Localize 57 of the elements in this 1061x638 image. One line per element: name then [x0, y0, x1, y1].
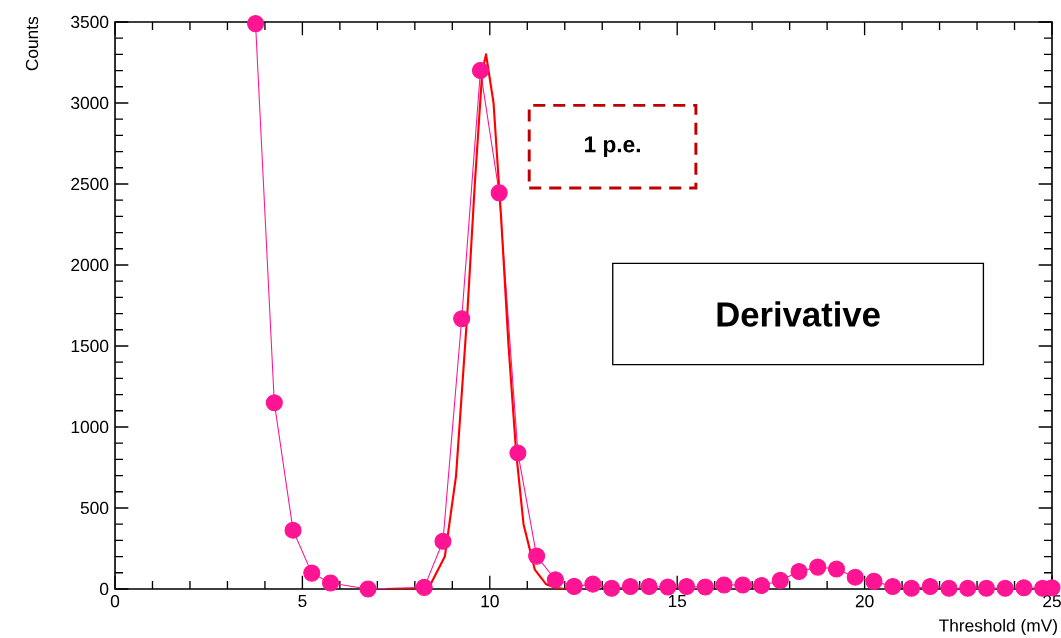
point [696, 578, 714, 596]
point [265, 394, 283, 412]
point [415, 578, 433, 596]
y-tick-label: 500 [80, 501, 109, 515]
point [546, 571, 564, 589]
point [453, 310, 471, 328]
x-axis-title: Threshold (mV) [939, 618, 1057, 636]
x-tick-label: 15 [668, 595, 687, 608]
y-tick-label: 3500 [71, 15, 109, 29]
point [621, 578, 639, 596]
y-tick-label: 3000 [71, 96, 109, 110]
point [734, 576, 752, 594]
annotation: Derivative [717, 301, 880, 327]
point [678, 578, 696, 596]
point [809, 558, 827, 576]
y-axis-title: Counts [25, 16, 39, 71]
point [471, 62, 489, 80]
point [434, 532, 452, 550]
point [284, 521, 302, 539]
point [490, 184, 508, 202]
x-tick-label: 10 [481, 595, 499, 608]
point [247, 15, 265, 33]
y-tick-label: 1500 [71, 339, 109, 353]
point [321, 574, 340, 592]
y-tick-label: 1000 [71, 420, 109, 434]
point [884, 578, 902, 596]
y-tick-label: 2500 [71, 177, 109, 191]
point [603, 579, 621, 597]
point [509, 444, 527, 462]
x-tick-label: 25 [1043, 595, 1061, 608]
point [996, 579, 1014, 597]
point [584, 575, 602, 593]
point [565, 577, 583, 595]
point [715, 576, 733, 594]
point [752, 577, 771, 595]
point [303, 564, 321, 582]
y-tick-label: 2000 [71, 258, 109, 272]
point [1015, 579, 1033, 597]
point [771, 571, 789, 589]
point [865, 572, 883, 590]
annotation: 1 p.e. [585, 136, 640, 157]
x-tick-label: 5 [298, 595, 307, 608]
point [977, 579, 995, 597]
point [827, 560, 846, 578]
point [846, 568, 864, 586]
x-tick-label: 20 [855, 595, 874, 608]
x-tick-label: 0 [110, 595, 120, 608]
point [902, 579, 920, 597]
point [640, 578, 658, 596]
point [528, 547, 546, 565]
point [659, 578, 677, 596]
point [921, 578, 939, 596]
point [790, 562, 808, 581]
point [959, 579, 977, 597]
y-tick-label: 0 [99, 582, 109, 596]
point [940, 579, 958, 597]
point [359, 580, 377, 598]
